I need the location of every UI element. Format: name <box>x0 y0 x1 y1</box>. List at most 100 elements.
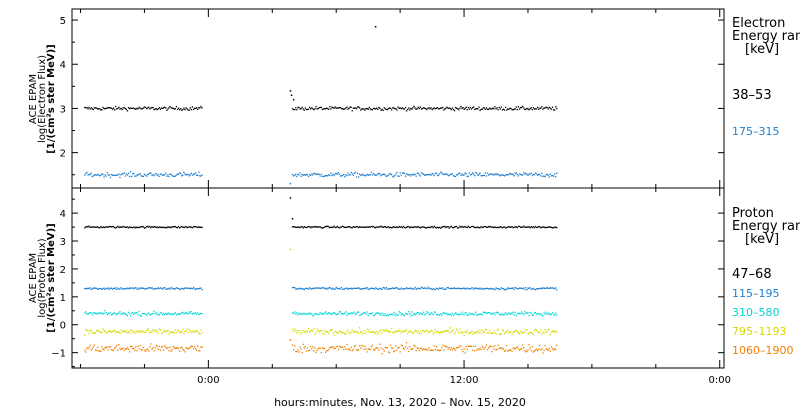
proton-point <box>339 226 342 228</box>
electron-point <box>379 173 381 175</box>
electron-point <box>331 106 333 108</box>
electron-point <box>419 175 422 177</box>
electron-point <box>160 173 163 175</box>
proton-point <box>158 288 161 290</box>
electron-point <box>465 173 467 175</box>
electron-point <box>410 107 412 110</box>
electron-point <box>354 171 357 174</box>
electron-point <box>192 108 195 111</box>
proton-point <box>154 288 156 290</box>
electron-point <box>119 176 121 179</box>
proton-point <box>182 328 184 331</box>
proton-point <box>184 287 186 289</box>
electron-point <box>489 173 491 176</box>
proton-point <box>528 332 530 334</box>
proton-point <box>433 311 435 313</box>
proton-point <box>108 288 110 290</box>
proton-point <box>382 329 384 331</box>
electron-point <box>369 108 371 110</box>
proton-point <box>400 287 402 289</box>
proton-point <box>491 288 493 290</box>
electron-point <box>329 174 331 177</box>
proton-point <box>121 313 123 315</box>
proton-point <box>469 313 472 316</box>
proton-point <box>180 226 182 228</box>
electron-point <box>441 172 443 174</box>
electron-point <box>540 107 542 109</box>
electron-point <box>371 174 374 176</box>
proton-point <box>489 329 491 331</box>
proton-point <box>544 345 546 347</box>
proton-point <box>359 327 361 329</box>
electron-point <box>374 108 376 110</box>
proton-point <box>175 347 178 349</box>
proton-point <box>162 288 164 290</box>
proton-point <box>128 226 131 228</box>
proton-point <box>369 312 371 315</box>
proton-point <box>173 225 175 228</box>
proton-point <box>547 287 549 290</box>
electron-point <box>494 106 496 108</box>
proton-point <box>151 313 153 315</box>
proton-point <box>543 332 545 334</box>
electron-point <box>180 108 182 110</box>
proton-point <box>452 226 455 229</box>
proton-point <box>112 329 115 331</box>
proton-point <box>468 312 471 314</box>
proton-point <box>94 312 97 315</box>
electron-point <box>502 108 505 110</box>
proton-point <box>346 331 348 333</box>
electron-point <box>184 109 186 111</box>
proton-point <box>537 313 539 315</box>
electron-panel-frame <box>71 8 725 189</box>
electron-point <box>184 173 186 175</box>
electron-point <box>169 173 171 175</box>
proton-point <box>163 312 165 314</box>
proton-point <box>123 330 125 332</box>
proton-point <box>547 312 549 314</box>
proton-point <box>140 349 142 351</box>
electron-point <box>197 108 199 110</box>
electron-point <box>174 108 176 110</box>
proton-point <box>195 348 197 350</box>
proton-point <box>338 287 341 289</box>
proton-point <box>302 343 304 345</box>
electron-point <box>523 107 525 109</box>
proton-point <box>117 331 119 333</box>
proton-point <box>302 312 304 315</box>
proton-point <box>165 331 167 333</box>
proton-point <box>526 350 528 352</box>
electron-point <box>99 108 101 110</box>
proton-point <box>305 226 308 229</box>
electron-point <box>356 172 359 174</box>
proton-point <box>434 329 436 331</box>
proton-point <box>498 313 500 316</box>
electron-point <box>411 173 413 176</box>
proton-point <box>440 331 442 333</box>
proton-point <box>394 331 396 333</box>
proton-point <box>409 346 411 348</box>
proton-point <box>164 314 166 316</box>
proton-point <box>474 350 476 352</box>
proton-point <box>500 287 502 289</box>
proton-point <box>521 287 523 289</box>
proton-point <box>141 313 143 315</box>
proton-point <box>391 347 393 349</box>
proton-point <box>547 226 549 228</box>
proton-point <box>463 287 465 289</box>
proton-point <box>534 289 537 291</box>
proton-point <box>435 331 438 333</box>
electron-point <box>554 109 556 111</box>
proton-point <box>345 311 347 313</box>
proton-point <box>111 288 114 290</box>
electron-point <box>168 107 170 109</box>
proton-point <box>88 287 90 289</box>
proton-point <box>126 226 129 228</box>
proton-point <box>537 349 539 352</box>
proton-point <box>442 226 444 228</box>
proton-point <box>537 288 539 290</box>
proton-point <box>305 350 308 352</box>
proton-point <box>441 226 443 228</box>
electron-point <box>530 172 532 174</box>
electron-legend-entry-0: 38–53 <box>732 88 772 103</box>
